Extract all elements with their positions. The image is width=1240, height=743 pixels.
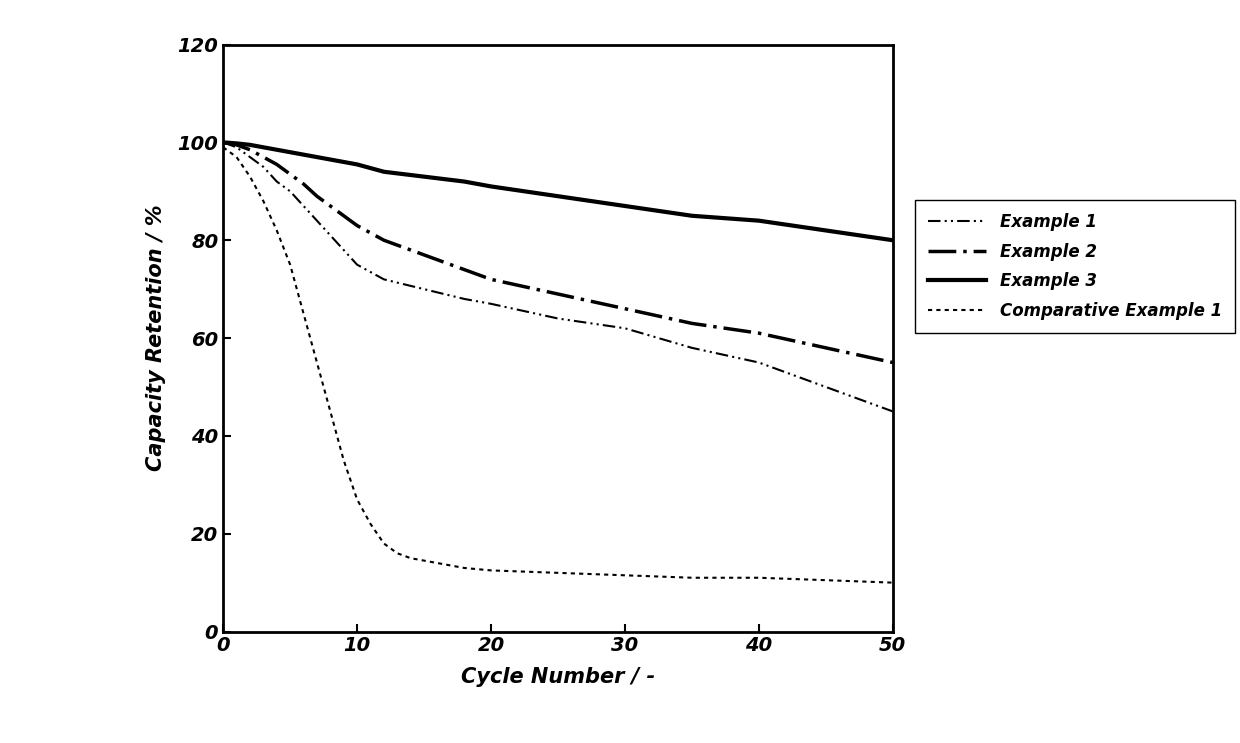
Y-axis label: Capacity Retention / %: Capacity Retention / % bbox=[146, 205, 166, 471]
X-axis label: Cycle Number / -: Cycle Number / - bbox=[461, 666, 655, 687]
Legend: Example 1, Example 2, Example 3, Comparative Example 1: Example 1, Example 2, Example 3, Compara… bbox=[915, 200, 1235, 334]
